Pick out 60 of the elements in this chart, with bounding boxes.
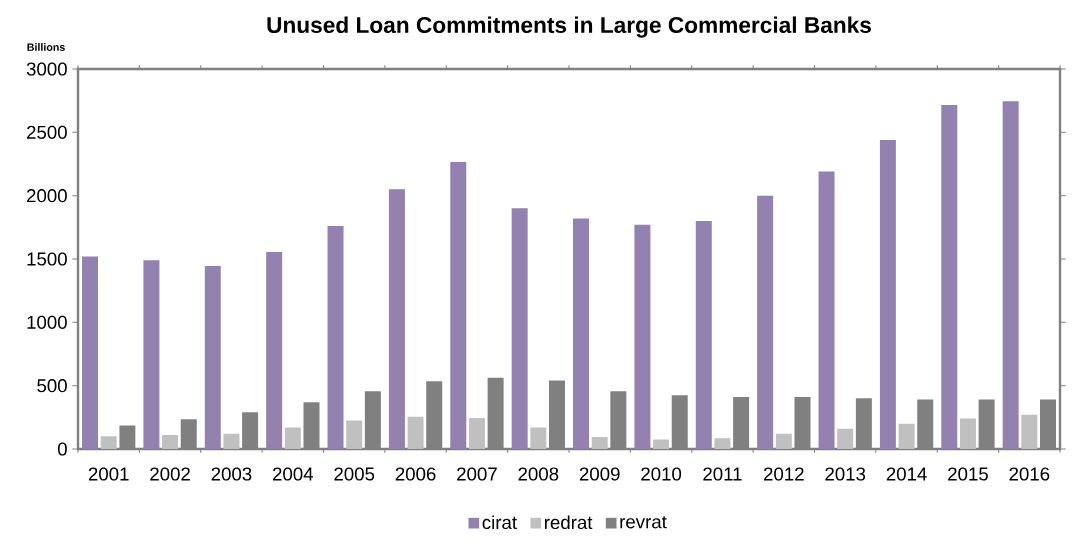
bar bbox=[468, 417, 485, 449]
x-tick-label: 2006 bbox=[395, 467, 436, 481]
x-tick-label: 2010 bbox=[641, 467, 682, 481]
x-tick-label: 2007 bbox=[457, 467, 497, 481]
y-tick-label: 2000 bbox=[27, 189, 67, 203]
bar bbox=[941, 105, 958, 449]
x-tick-label: 2009 bbox=[579, 467, 620, 481]
bar bbox=[82, 256, 99, 449]
bar bbox=[879, 139, 896, 449]
x-tick-label: 2011 bbox=[703, 467, 742, 481]
bar bbox=[143, 260, 160, 449]
bar bbox=[388, 189, 405, 449]
bar bbox=[346, 420, 363, 449]
chart-title: Unused Loan Commitments in Large Commercial Banks bbox=[267, 16, 871, 38]
x-tick-label: 2002 bbox=[150, 467, 190, 481]
legend-label: cirat bbox=[482, 515, 517, 530]
bar bbox=[714, 438, 731, 449]
y-axis-title: Billions bbox=[27, 43, 65, 51]
x-tick-label: 2003 bbox=[211, 467, 252, 481]
bar bbox=[695, 221, 712, 449]
bar bbox=[653, 439, 670, 449]
bar bbox=[634, 224, 651, 449]
bar bbox=[591, 436, 608, 449]
x-tick-label: 2013 bbox=[825, 467, 866, 481]
legend-label: revrat bbox=[620, 516, 667, 529]
legend-label: redrat bbox=[544, 515, 593, 530]
bar bbox=[757, 195, 774, 449]
bar bbox=[959, 418, 976, 449]
x-tick-label: 2008 bbox=[518, 467, 559, 481]
bar bbox=[223, 433, 240, 449]
bar bbox=[775, 433, 792, 449]
y-tick-label: 1500 bbox=[27, 252, 67, 266]
bar bbox=[284, 427, 301, 449]
y-tick-label: 3000 bbox=[26, 62, 67, 76]
y-tick-label: 2500 bbox=[27, 125, 67, 139]
bar bbox=[327, 226, 344, 449]
x-tick-label: 2005 bbox=[334, 467, 375, 481]
x-tick-label: 2015 bbox=[948, 467, 988, 481]
bar bbox=[450, 162, 467, 449]
bar bbox=[407, 416, 424, 449]
bar bbox=[530, 427, 547, 449]
bar bbox=[898, 423, 915, 449]
y-tick-label: 1000 bbox=[27, 315, 67, 329]
x-tick-label: 2012 bbox=[764, 467, 804, 481]
x-tick-label: 2014 bbox=[886, 467, 927, 481]
x-tick-label: 2004 bbox=[273, 467, 314, 481]
bar bbox=[818, 171, 835, 449]
bar bbox=[162, 435, 179, 449]
x-tick-label: 2016 bbox=[1009, 467, 1050, 481]
bar bbox=[266, 252, 283, 449]
bar bbox=[573, 218, 590, 449]
x-tick-label: 2001 bbox=[88, 467, 129, 481]
y-tick-label: 0 bbox=[57, 442, 67, 456]
bar bbox=[1021, 414, 1038, 449]
bar bbox=[204, 265, 221, 449]
bar bbox=[1002, 101, 1019, 449]
bar bbox=[511, 208, 528, 449]
bar bbox=[100, 436, 117, 449]
bar bbox=[837, 428, 854, 449]
y-tick-label: 500 bbox=[37, 379, 67, 393]
